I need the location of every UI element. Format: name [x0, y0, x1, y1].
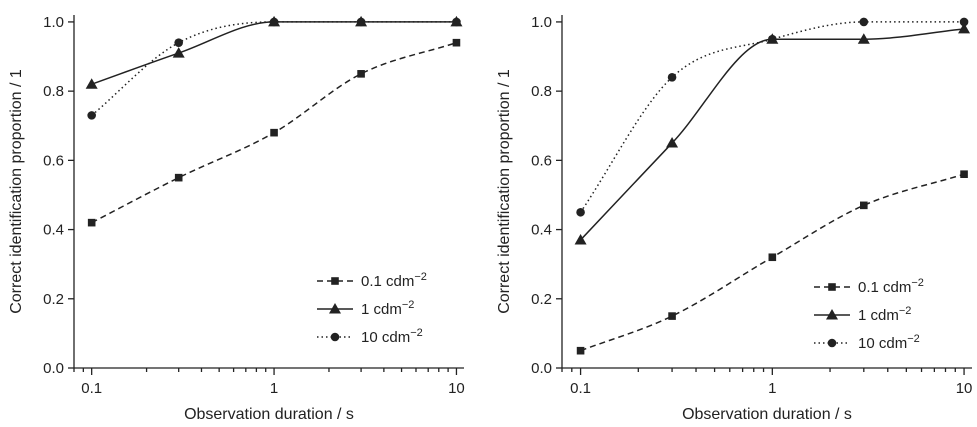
data-point [85, 78, 98, 89]
legend-label: 10 cdm−2 [361, 327, 423, 346]
y-tick-label: 0.0 [531, 360, 552, 377]
data-point [269, 17, 279, 27]
data-point [958, 22, 971, 34]
legend: 0.1 cdm−2 1 cdm−2 10 cdm−2 [814, 277, 924, 352]
series-circle [87, 17, 461, 120]
y-tick-label: 0.8 [43, 83, 64, 100]
y-tick-label: 0.2 [531, 291, 552, 308]
series-triangle [85, 15, 463, 89]
data-point [576, 207, 585, 217]
data-point [172, 47, 185, 58]
y-tick-label: 0.4 [43, 222, 64, 239]
legend-label-superscript: −2 [402, 299, 415, 311]
y-tick-label: 0.2 [43, 291, 64, 308]
series-line [91, 21, 457, 116]
data-point [357, 70, 365, 78]
legend-label-superscript: −2 [410, 327, 423, 339]
legend-marker [330, 332, 340, 342]
series-circle [576, 17, 969, 217]
data-point [356, 17, 366, 27]
y-tick-label: 0.4 [531, 222, 552, 239]
legend: 0.1 cdm−2 1 cdm−2 10 cdm−2 [317, 271, 427, 346]
x-axis-title: Observation duration / s [682, 406, 852, 423]
legend-label-superscript: −2 [899, 305, 912, 317]
legend-label-superscript: −2 [911, 277, 924, 289]
legend-label-superscript: −2 [907, 333, 920, 345]
data-point [174, 173, 183, 182]
chart-panel-right: 0.0 0.2 0.4 0.6 0.8 1.0 0.1 1 10 Observation dura… [496, 14, 972, 423]
data-point [174, 38, 183, 47]
data-point [960, 170, 968, 178]
legend-label-superscript: −2 [414, 271, 427, 283]
x-tick-label: 10 [956, 380, 973, 397]
data-point [452, 38, 461, 47]
data-point [768, 253, 777, 262]
series-line [580, 173, 965, 352]
series-line [580, 28, 965, 241]
y-tick-label: 1.0 [531, 14, 552, 31]
data-point [768, 34, 777, 44]
series-triangle [574, 22, 971, 245]
data-point [668, 312, 676, 320]
data-point [857, 33, 870, 44]
x-tick-label: 10 [448, 380, 465, 397]
series-square [576, 170, 968, 355]
series-line [91, 21, 457, 85]
data-point [959, 17, 969, 27]
y-tick-label: 0.6 [531, 152, 552, 169]
series-line [579, 21, 965, 213]
y-tick-label: 0.8 [531, 83, 552, 100]
data-point [666, 137, 679, 148]
y-tick-label: 0.6 [43, 152, 64, 169]
data-point [859, 17, 869, 27]
data-point [87, 111, 96, 120]
data-point [452, 17, 461, 27]
data-point [574, 233, 587, 245]
x-tick-label: 0.1 [570, 380, 591, 397]
legend-label: 10 cdm−2 [858, 333, 920, 352]
legend-marker [827, 338, 837, 348]
legend-label: 0.1 cdm−2 [361, 271, 427, 290]
legend-label: 0.1 cdm−2 [858, 277, 924, 296]
y-axis-title: Correct identification proportion / 1 [496, 69, 513, 314]
legend-label: 1 cdm−2 [361, 299, 414, 318]
x-tick-label: 0.1 [81, 380, 102, 397]
data-point [667, 72, 677, 82]
y-tick-label: 0.0 [43, 360, 64, 377]
data-point [270, 128, 278, 137]
data-point [87, 218, 96, 227]
legend-marker [329, 303, 341, 314]
data-point [860, 201, 868, 210]
x-tick-label: 1 [768, 380, 776, 397]
legend-marker [828, 283, 836, 291]
x-axis-title: Observation duration / s [184, 406, 354, 423]
y-tick-label: 1.0 [43, 14, 64, 31]
legend-label: 1 cdm−2 [858, 305, 911, 324]
legend-marker [826, 309, 838, 320]
x-tick-label: 1 [270, 380, 278, 397]
series-square [87, 38, 461, 227]
data-point [576, 346, 585, 355]
legend-marker [331, 277, 339, 285]
chart-panel-left: 0.0 0.2 0.4 0.6 0.8 1.0 0.1 1 10 Observation dura… [8, 14, 465, 423]
y-axis-title: Correct identification proportion / 1 [8, 69, 25, 314]
